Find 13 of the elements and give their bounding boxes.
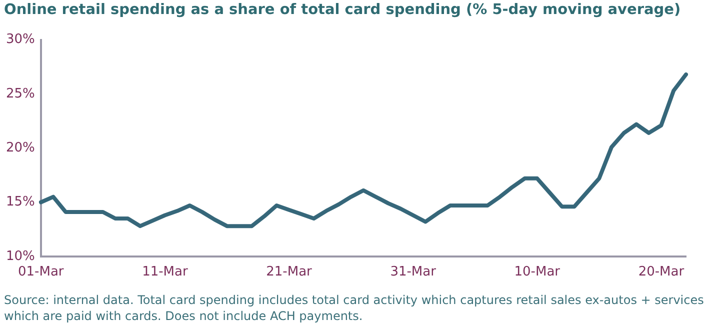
x-tick-label: 21-Mar [266,264,313,280]
y-tick-label: 30% [6,32,35,48]
y-tick-label: 15% [6,194,35,210]
y-tick-label: 20% [6,140,35,156]
x-tick-label: 31-Mar [390,264,437,280]
x-tick-label: 10-Mar [514,264,561,280]
x-tick-label: 01-Mar [18,264,64,280]
x-tick-label: 11-Mar [142,264,188,280]
y-tick-label: 25% [6,86,35,102]
source-note: Source: internal data. Total card spending includes total card activity which captures retail sales ex-autos + services which are paid with cards. Does not include ACH payments. [4,292,705,324]
x-tick-label: 20-Mar [638,264,685,280]
y-tick-label: 10% [6,248,35,264]
chart-title: Online retail spending as a share of total card spending (% 5-day moving average) [4,2,681,18]
